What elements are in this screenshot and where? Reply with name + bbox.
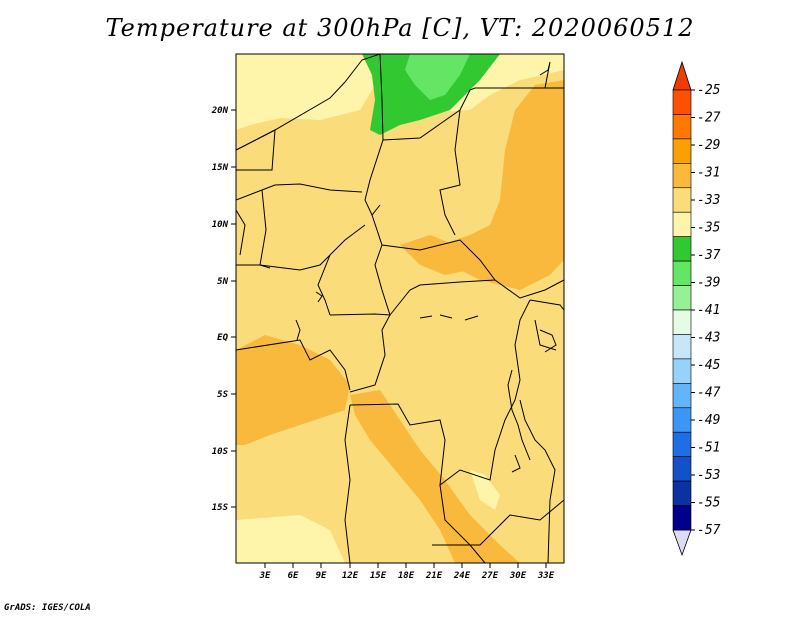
lat-label-eq: EQ [217, 333, 228, 343]
field-pale-southeast [470, 470, 500, 510]
colorbar-label: -51 [697, 441, 720, 456]
colorbar-label: -35 [697, 221, 721, 236]
colorbar-segment [672, 407, 692, 433]
colorbar-bottom-arrow [672, 529, 692, 557]
chart-title: Temperature at 300hPa [C], VT: 202006051… [105, 14, 695, 42]
lat-label-15n: 15N [212, 163, 229, 173]
latitude-axis: 20N 15N 10N 5N EQ 5S 10S 15S [211, 106, 236, 513]
colorbar-segment [672, 163, 692, 189]
lat-label-20n: 20N [211, 106, 229, 116]
colorbar-segment [672, 187, 692, 213]
lat-label-10n: 10N [212, 220, 229, 230]
colorbar-label: -29 [697, 138, 720, 153]
colorbar-label: -25 [697, 83, 721, 98]
colorbar-label: -57 [697, 523, 721, 538]
colorbar-segment [672, 309, 692, 335]
lon-label-33e: 33E [537, 571, 555, 581]
colorbar-segment [672, 236, 692, 262]
lon-label-6e: 6E [288, 571, 299, 581]
colorbar-segment [672, 358, 692, 384]
field-orange-east [420, 80, 564, 290]
lat-label-15s: 15S [212, 503, 229, 513]
colorbar-segment [672, 138, 692, 164]
colorbar-segment [672, 383, 692, 409]
lat-label-5s: 5S [217, 390, 228, 400]
colorbar-segment [672, 211, 692, 237]
field-pale-north [236, 54, 380, 130]
colorbar-label: -47 [697, 386, 721, 401]
colorbar-segment [672, 480, 692, 506]
lat-label-5n: 5N [217, 277, 228, 287]
colorbar-segment [672, 114, 692, 140]
colorbar-segment [672, 456, 692, 482]
lon-label-15e: 15E [370, 571, 387, 581]
colorbar-label: -33 [697, 193, 720, 208]
colorbar-label: -27 [697, 111, 721, 126]
lon-label-27e: 27E [481, 571, 499, 581]
colorbar-label: -41 [697, 303, 720, 318]
colorbar-label: -55 [697, 496, 721, 511]
field-green-light [405, 54, 470, 100]
colorbar-label: -43 [697, 331, 720, 346]
colorbar-segment [672, 285, 692, 311]
field-orange-southern-belt [350, 390, 520, 563]
colorbar-segment [672, 505, 692, 531]
grads-credit: GrADS: IGES/COLA [4, 603, 91, 613]
colorbar-top-arrow [672, 60, 692, 91]
colorbar-label: -53 [697, 468, 720, 483]
lon-label-9e: 9E [316, 571, 327, 581]
colorbar-segment [672, 334, 692, 360]
lon-label-24e: 24E [453, 571, 471, 581]
colorbar-segment [672, 89, 692, 115]
lon-label-12e: 12E [342, 571, 359, 581]
lon-label-30e: 30E [509, 571, 527, 581]
colorbar-label: -45 [697, 358, 721, 373]
colorbar-segment [672, 260, 692, 286]
lon-label-3e: 3E [259, 571, 271, 581]
lon-label-18e: 18E [398, 571, 415, 581]
colorbar-label: -49 [697, 413, 720, 428]
map-frame [235, 53, 565, 564]
field-orange-west [236, 335, 350, 445]
longitude-axis: 3E 6E 9E 12E 15E 18E 21E 24E 27E 30E 33E [259, 563, 555, 581]
colorbar-label: -37 [697, 248, 721, 263]
colorbar: -25 -27 -29 -31 -33 -35 -37 -39 -41 -43 -45 -47 -49 -… [672, 60, 721, 557]
field-pale-south [236, 515, 345, 563]
colorbar-label: -39 [697, 276, 720, 291]
field-orange-central [400, 235, 470, 275]
country-borders [236, 54, 564, 563]
lon-label-21e: 21E [425, 571, 443, 581]
temperature-field [236, 54, 564, 563]
lat-label-10s: 10S [212, 447, 229, 457]
colorbar-label: -31 [697, 166, 720, 181]
colorbar-segment [672, 431, 692, 457]
